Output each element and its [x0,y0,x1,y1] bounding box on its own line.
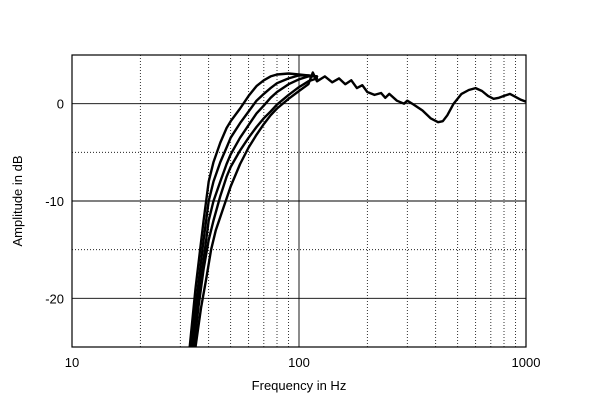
response-curve-4 [192,77,319,347]
grid [72,55,526,347]
x-axis-label: Frequency in Hz [252,378,347,393]
y-tick-label: -20 [45,291,64,306]
x-tick-label: 100 [288,355,310,370]
response-curves [188,71,526,347]
x-tick-label: 10 [65,355,79,370]
y-axis-label: Amplitude in dB [10,155,25,246]
response-curve-3 [191,75,319,347]
response-curve-5 [194,71,526,347]
response-curve-1 [188,72,319,347]
x-tick-label: 1000 [512,355,541,370]
y-tick-label: -10 [45,194,64,209]
plot-frame [71,54,527,348]
y-tick-label: 0 [57,97,64,112]
response-curve-2 [190,74,319,347]
tick-labels: 10 100 1000 0 -10 -20 [45,97,540,370]
